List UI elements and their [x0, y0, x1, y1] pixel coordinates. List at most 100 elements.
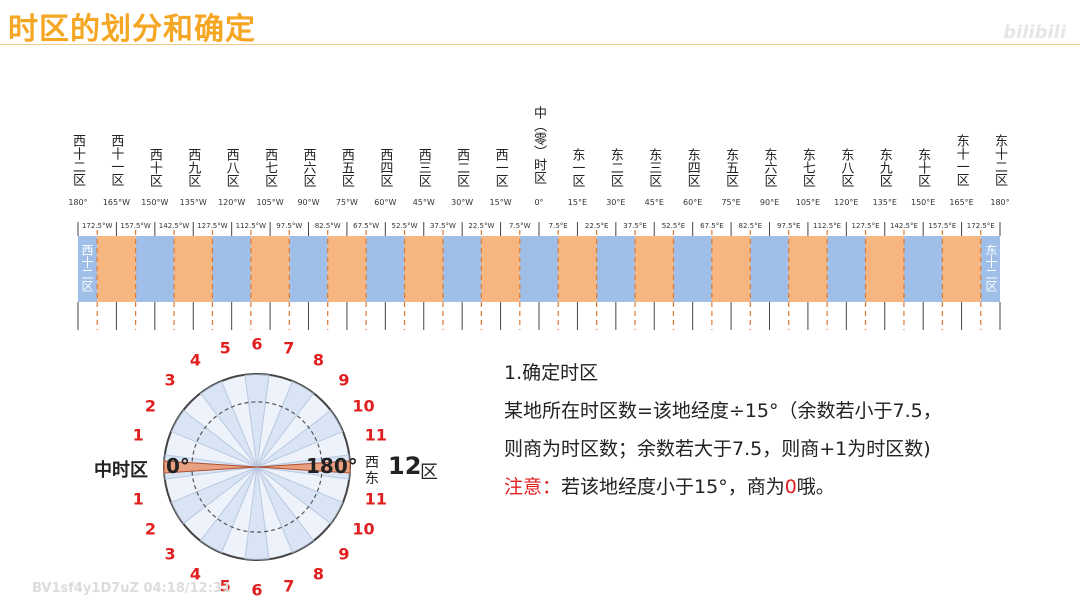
wheel-lower-zone-number: 5	[219, 576, 231, 596]
zone-degree-label: 60°E	[683, 198, 703, 207]
explanation-heading: 1.确定时区	[504, 362, 599, 384]
explanation-line-2: 则商为时区数；余数若大于7.5，则商+1为时区数)	[504, 438, 931, 460]
video-watermark: BV1sf4y1D7uZ 04:18/12:31	[32, 581, 231, 596]
boundary-degree-label: 112.5°E	[812, 222, 843, 230]
note-end: 哦。	[796, 476, 835, 498]
wheel-sector	[171, 467, 257, 524]
wheel-upper-zone-number: 3	[164, 370, 176, 390]
wheel-lower-zone-number: 10	[352, 519, 375, 538]
wheel-spoke	[256, 466, 350, 480]
boundary-degree-label: 127.5°W	[196, 222, 229, 230]
wheel-spoke	[170, 430, 258, 468]
zone-degree-label: 45°E	[644, 198, 664, 207]
wheel-spoke	[256, 466, 332, 525]
zone-band	[827, 236, 866, 302]
boundary-degree-label: 97.5°E	[775, 222, 802, 230]
zone-label: 东二区	[607, 148, 623, 187]
note-label: 注意：	[504, 476, 562, 498]
boundary-degree-label: 112.5°W	[234, 222, 268, 230]
zone-degree-label: 30°E	[606, 198, 626, 207]
watermark-logo: bilibili	[1003, 22, 1066, 43]
zone-degree-label: 165°W	[102, 198, 130, 207]
wheel-upper-zone-number: 5	[219, 338, 231, 358]
wheel-lower-zone-number: 2	[144, 519, 157, 538]
zone-label: 西十二区	[70, 134, 85, 186]
zone-band	[97, 236, 136, 302]
zone-label: 西五区	[338, 148, 354, 187]
wheel-spoke	[256, 392, 315, 468]
zone-label: 西一区	[492, 148, 508, 187]
zone-degree-label: 180°	[68, 198, 88, 207]
wheel-spoke	[256, 466, 270, 560]
zone-band	[174, 236, 213, 302]
zone-band	[942, 236, 981, 302]
zone-label: 东十二区	[992, 134, 1007, 186]
zone-band	[865, 236, 904, 302]
wheel-lower-zone-number: 6	[251, 580, 263, 600]
wheel-sector	[257, 467, 314, 553]
explanation-note: 注意：若该地经度小于15°，商为0哦。	[504, 468, 942, 506]
zone-band	[250, 236, 290, 302]
wheel-spoke	[220, 466, 258, 554]
zone-degree-label: 135°E	[872, 198, 897, 207]
explanation-line-1: 某地所在时区数=该地经度÷15°（余数若小于7.5，	[504, 400, 942, 422]
wheel-lower-zone-number: 3	[164, 544, 176, 564]
wheel-lower-zone-number: 9	[338, 544, 350, 564]
zone-degree-label: 135°W	[179, 198, 207, 207]
note-text: 若该地经度小于15°，商为	[561, 476, 785, 498]
zone-label: 西十区	[146, 148, 162, 187]
zone-label: 东七区	[799, 148, 815, 187]
wheel-spoke	[164, 466, 258, 480]
strip-end-east-twelve: 东十二区	[984, 244, 998, 292]
zone-band	[289, 236, 328, 302]
wheel-spoke	[256, 466, 344, 504]
zone-band	[404, 236, 443, 302]
zone-label: 西九区	[185, 148, 201, 187]
central-zone-label: 中时区	[94, 460, 148, 481]
boundary-degree-label: 157.5°W	[119, 222, 152, 230]
zone-label: 西三区	[415, 148, 431, 187]
wheel-spoke	[199, 392, 258, 468]
zone-degree-label: 120°E	[834, 198, 859, 207]
zone-twelve-suffix: 区	[420, 462, 438, 483]
boundary-degree-label: 7.5°E	[547, 222, 569, 230]
wheel-sector	[257, 381, 314, 467]
zone-degree-label: 75°W	[335, 198, 358, 207]
boundary-degree-label: 172.5°E	[965, 222, 996, 230]
wheel-spoke	[256, 374, 270, 468]
zone-degree-label: 15°W	[489, 198, 512, 207]
zone-twelve-number: 12	[388, 452, 422, 480]
wheel-spoke	[170, 466, 258, 504]
zone-band	[442, 236, 482, 302]
wheel-spoke	[256, 466, 315, 542]
wheel-graphic	[163, 373, 351, 561]
wheel-sector	[200, 381, 257, 467]
zone-band	[481, 236, 520, 302]
zone-band	[788, 236, 828, 302]
wheel-upper-zone-number: 1	[132, 425, 144, 445]
zone-label: 西八区	[223, 148, 239, 187]
wheel-sector	[244, 467, 270, 560]
zone-degree-label: 90°W	[297, 198, 320, 207]
zone-label: 东一区	[569, 148, 585, 187]
boundary-degree-label: 22.5°W	[467, 222, 496, 230]
zone-band	[135, 236, 175, 302]
zone-degree-label: 45°W	[412, 198, 435, 207]
zone-band	[750, 236, 789, 302]
boundary-degree-label: 127.5°E	[850, 222, 881, 230]
boundary-degree-label: 52.5°W	[390, 222, 419, 230]
zone-degree-label: 60°W	[374, 198, 397, 207]
boundary-degree-label: 7.5°W	[508, 222, 532, 230]
wheel-upper-zone-number: 9	[338, 370, 350, 390]
time-zone-strip: 西十二区 180° 西十一区 165°W 西十区 150°W 西九区 135°W 西八区 120°…	[68, 106, 1010, 330]
zone-band	[78, 236, 98, 302]
west-char: 西	[365, 455, 379, 471]
zone-band	[673, 236, 712, 302]
boundary-degree-label: 97.5°W	[275, 222, 304, 230]
wheel-sector	[257, 410, 343, 467]
boundary-degree-label: 67.5°E	[699, 222, 725, 230]
wheel-spoke	[256, 466, 294, 554]
zone-label: 西六区	[300, 148, 316, 187]
zone-label: 东九区	[876, 148, 892, 187]
zone-degree-label: 150°W	[141, 198, 169, 207]
